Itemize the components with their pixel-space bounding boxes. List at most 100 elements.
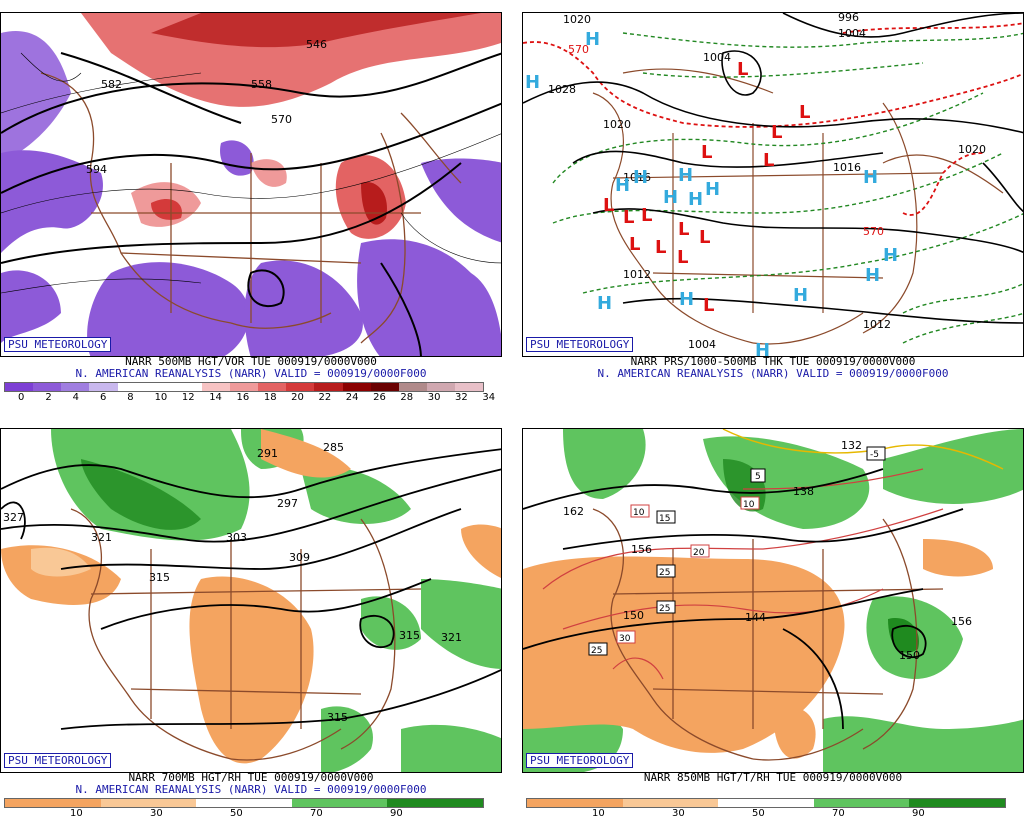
- temperature-label: 20: [693, 548, 705, 558]
- high-pressure-icon: H: [883, 245, 898, 266]
- contour-label: 582: [101, 78, 122, 91]
- temperature-label: 25: [659, 568, 670, 578]
- contour-label: 156: [631, 543, 652, 556]
- contour-label: 150: [899, 649, 920, 662]
- isobar-label: 1012: [863, 318, 891, 331]
- contour-label: 144: [745, 611, 766, 624]
- temperature-label: 10: [633, 508, 645, 518]
- isobar-label: 1004: [703, 51, 731, 64]
- color-bar: [4, 798, 484, 808]
- panel-title: NARR 700MB HGT/RH TUE 000919/0000V000: [128, 771, 374, 784]
- contour-label: 150: [623, 609, 644, 622]
- color-bar-swatch: [342, 383, 371, 391]
- low-pressure-icon: L: [678, 219, 689, 240]
- color-bar-swatch: [89, 383, 118, 391]
- color-bar: [526, 798, 1006, 808]
- color-bar-swatch: [291, 799, 388, 807]
- color-bar-tick: 90: [912, 808, 925, 819]
- low-pressure-icon: L: [641, 205, 652, 226]
- color-bar-tick: 10: [154, 392, 168, 403]
- low-pressure-icon: L: [763, 150, 774, 171]
- contour-label: 138: [793, 485, 814, 498]
- temperature-label: -5: [870, 450, 879, 460]
- isobar-label: 1028: [548, 83, 576, 96]
- contour-label: 546: [306, 38, 327, 51]
- isobar-label: 1016: [623, 171, 651, 184]
- color-bar-swatch: [314, 383, 343, 391]
- map-500mb: 582 594 546 558 570: [0, 12, 502, 357]
- psu-meteorology-badge: PSU METEOROLOGY: [4, 337, 112, 352]
- color-bar-tick: 30: [427, 392, 441, 403]
- contour-label: 315: [149, 571, 170, 584]
- temperature-label: 25: [591, 646, 602, 656]
- color-bar-swatch: [117, 383, 146, 391]
- low-pressure-icon: L: [799, 102, 810, 123]
- low-pressure-icon: L: [677, 247, 688, 268]
- color-bar-swatch: [258, 383, 287, 391]
- high-pressure-icon: H: [678, 165, 693, 186]
- low-pressure-icon: L: [603, 195, 614, 216]
- isobar-label: 1012: [623, 268, 651, 281]
- panel-surface-pressure-thickness: 1020 1028 1004 1020 1016 1012 1012 1004 …: [522, 12, 1024, 404]
- color-bar-tick: 28: [400, 392, 414, 403]
- contour-label: 303: [226, 531, 247, 544]
- high-pressure-icon: H: [755, 340, 770, 357]
- color-bar-ticks: 10 30 50 70 90: [0, 808, 502, 820]
- map-850mb-svg: 162 156 150 144 138 132 156 150 -5 5 10 …: [523, 429, 1023, 772]
- isobar-label: 1004: [688, 338, 716, 351]
- color-bar-tick: 70: [310, 808, 323, 819]
- color-bar-swatch: [387, 799, 483, 807]
- panel-subtitle: N. AMERICAN REANALYSIS (NARR) VALID = 00…: [75, 367, 427, 380]
- color-bar-swatch: [455, 383, 484, 391]
- color-bar-tick: 12: [181, 392, 195, 403]
- color-bar-swatch: [909, 799, 1005, 807]
- contour-label: 321: [441, 631, 462, 644]
- low-pressure-icon: L: [623, 207, 634, 228]
- map-500mb-svg: 582 594 546 558 570: [1, 13, 501, 356]
- color-bar-tick: 70: [832, 808, 845, 819]
- contour-label: 594: [86, 163, 107, 176]
- map-700mb: 327 321 315 309 303 297 291 285 315 321 …: [0, 428, 502, 773]
- color-bar-swatch: [230, 383, 259, 391]
- high-pressure-icon: H: [705, 179, 720, 200]
- color-bar-swatch: [426, 383, 455, 391]
- contour-label: 558: [251, 78, 272, 91]
- panel-700mb-humidity: 327 321 315 309 303 297 291 285 315 321 …: [0, 428, 502, 820]
- color-bar-swatch: [196, 799, 292, 807]
- psu-meteorology-badge: PSU METEOROLOGY: [526, 753, 634, 768]
- contour-label: 327: [3, 511, 24, 524]
- color-bar-tick: 90: [390, 808, 403, 819]
- color-bar-swatch: [201, 383, 230, 391]
- color-bar-swatch: [173, 383, 202, 391]
- color-bar-swatch: [5, 799, 101, 807]
- color-bar-tick: 34: [482, 392, 496, 403]
- color-bar-tick: 10: [592, 808, 605, 819]
- color-bar-tick: 16: [236, 392, 250, 403]
- high-pressure-icon: H: [865, 265, 880, 286]
- low-pressure-icon: L: [699, 227, 710, 248]
- map-700mb-svg: 327 321 315 309 303 297 291 285 315 321 …: [1, 429, 501, 772]
- low-pressure-icon: L: [703, 295, 714, 316]
- color-bar-tick: 50: [230, 808, 243, 819]
- contour-label: 162: [563, 505, 584, 518]
- color-bar-tick: 6: [99, 392, 107, 403]
- psu-meteorology-badge: PSU METEOROLOGY: [526, 337, 634, 352]
- color-bar-swatch: [5, 383, 34, 391]
- high-pressure-icon: H: [863, 167, 878, 188]
- contour-label: 291: [257, 447, 278, 460]
- color-bar-ticks: 10 30 50 70 90: [522, 808, 1024, 820]
- temperature-label: 10: [743, 500, 755, 510]
- temperature-label: 5: [755, 472, 761, 482]
- contour-label: 297: [277, 497, 298, 510]
- color-bar-tick: 50: [752, 808, 765, 819]
- color-bar-swatch: [527, 799, 623, 807]
- color-bar-tick: 10: [70, 808, 83, 819]
- temperature-label: 15: [659, 514, 670, 524]
- contour-label: 570: [271, 113, 292, 126]
- contour-label: 132: [841, 439, 862, 452]
- high-pressure-icon: H: [633, 167, 648, 188]
- high-pressure-icon: H: [597, 293, 612, 314]
- high-pressure-icon: H: [615, 175, 630, 196]
- color-bar-tick: 14: [209, 392, 222, 403]
- contour-label: 285: [323, 441, 344, 454]
